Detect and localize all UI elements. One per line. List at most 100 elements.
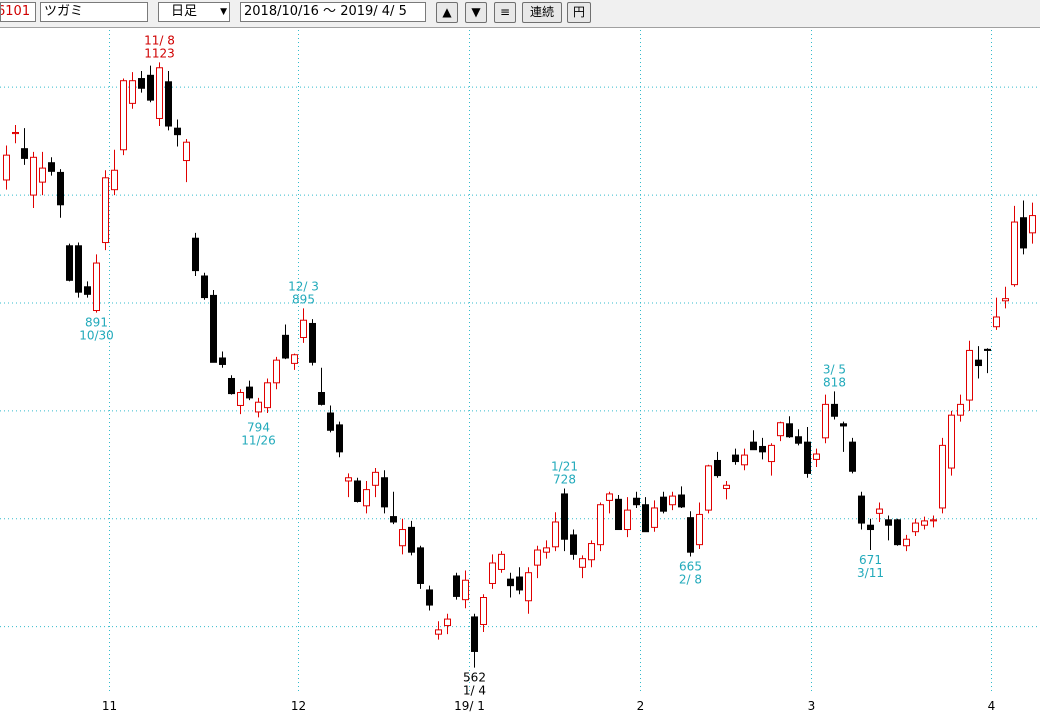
candle-body bbox=[993, 316, 1000, 328]
candle-body bbox=[75, 245, 82, 293]
code-input[interactable]: 6101 bbox=[0, 2, 36, 22]
candle-body bbox=[588, 543, 595, 561]
candle-body bbox=[516, 576, 523, 591]
candle-body bbox=[426, 589, 433, 606]
menu-button[interactable]: ≡ bbox=[494, 2, 516, 23]
candle-body bbox=[903, 538, 910, 547]
candle-body bbox=[390, 516, 397, 523]
candle-body bbox=[12, 131, 19, 135]
candle-body bbox=[777, 422, 784, 437]
candle-body bbox=[534, 549, 541, 566]
candle-body bbox=[795, 436, 802, 444]
candle-body bbox=[732, 454, 739, 463]
candle-body bbox=[399, 529, 406, 547]
candle-body bbox=[750, 441, 757, 451]
candle-body bbox=[975, 359, 982, 367]
candle-body bbox=[39, 167, 46, 183]
candle-body bbox=[678, 494, 685, 508]
period-select[interactable]: 日足 ▼ bbox=[158, 2, 230, 22]
annotation-date: 11/26 bbox=[241, 433, 276, 447]
x-tick-label: 3 bbox=[808, 699, 816, 713]
candle-body bbox=[228, 377, 235, 395]
candle-body bbox=[552, 521, 559, 548]
candle-body bbox=[120, 80, 127, 151]
dropdown-arrow: ▼ bbox=[220, 7, 227, 17]
range-field: 2018/10/16 ～ 2019/ 4/ 5 bbox=[240, 2, 426, 22]
toolbar: 6101 ツガミ 日足 ▼ 2018/10/16 ～ 2019/ 4/ 5 ▲ ▼… bbox=[0, 0, 1040, 28]
candle-body bbox=[561, 493, 568, 540]
candle-body bbox=[129, 80, 136, 104]
candle-body bbox=[210, 294, 217, 363]
continuous-button[interactable]: 連続 bbox=[522, 2, 562, 23]
annotation-value: 891 bbox=[85, 316, 108, 330]
candle-body bbox=[1029, 215, 1036, 234]
candle-body bbox=[498, 553, 505, 570]
candle-body bbox=[597, 504, 604, 546]
candle-body bbox=[165, 81, 172, 127]
x-tick-label: 4 bbox=[988, 699, 996, 713]
candle-body bbox=[642, 504, 649, 533]
annotation-date: 1/ 4 bbox=[463, 684, 486, 698]
candle-body bbox=[1002, 298, 1009, 302]
candle-body bbox=[489, 562, 496, 584]
candle-body bbox=[948, 414, 955, 469]
candle-body bbox=[1011, 221, 1018, 286]
candle-body bbox=[255, 401, 262, 413]
yen-button[interactable]: 円 bbox=[567, 2, 591, 23]
candle-body bbox=[723, 484, 730, 490]
candle-body bbox=[912, 522, 919, 533]
candle-body bbox=[66, 245, 73, 281]
annotation-date: 11/ 8 bbox=[144, 33, 175, 47]
candle-body bbox=[480, 597, 487, 625]
candle-body bbox=[525, 572, 532, 602]
candle-body bbox=[885, 519, 892, 526]
candle-body bbox=[579, 558, 586, 568]
annotation-value: 665 bbox=[679, 560, 702, 574]
candle-body bbox=[192, 237, 199, 272]
candle-body bbox=[669, 495, 676, 506]
candle-body bbox=[570, 534, 577, 555]
candle-body bbox=[300, 319, 307, 338]
candle-body bbox=[876, 508, 883, 514]
candle-body bbox=[660, 496, 667, 512]
up-button[interactable]: ▲ bbox=[436, 2, 458, 23]
candle-body bbox=[786, 423, 793, 438]
x-tick-label: 12 bbox=[291, 699, 306, 713]
annotation-value: 1123 bbox=[144, 46, 175, 60]
candle-body bbox=[336, 424, 343, 453]
down-button[interactable]: ▼ bbox=[465, 2, 487, 23]
name-input[interactable]: ツガミ bbox=[40, 2, 148, 22]
candle-body bbox=[957, 403, 964, 416]
candle-body bbox=[471, 616, 478, 652]
candle-body bbox=[687, 517, 694, 553]
candle-body bbox=[273, 359, 280, 384]
candle-body bbox=[3, 154, 10, 181]
candle-body bbox=[840, 423, 847, 427]
annotation-value: 818 bbox=[823, 375, 846, 389]
candle-body bbox=[453, 575, 460, 597]
annotation-date: 3/11 bbox=[857, 566, 884, 580]
x-tick-label: 19/ 1 bbox=[454, 699, 485, 713]
annotation-date: 1/21 bbox=[551, 460, 578, 474]
candle-body bbox=[759, 445, 766, 453]
candle-body bbox=[624, 509, 631, 531]
candle-body bbox=[183, 141, 190, 162]
candle-body bbox=[849, 441, 856, 472]
candle-body bbox=[345, 477, 352, 482]
candle-body bbox=[102, 177, 109, 244]
candle-body bbox=[93, 262, 100, 312]
candle-body bbox=[174, 127, 181, 136]
candle-body bbox=[264, 382, 271, 409]
candle-body bbox=[705, 465, 712, 511]
period-text: 日足 bbox=[171, 4, 198, 19]
candle-body bbox=[606, 493, 613, 501]
annotation-value: 728 bbox=[553, 473, 576, 487]
candle-body bbox=[408, 526, 415, 553]
candle-body bbox=[291, 354, 298, 364]
annotation-value: 794 bbox=[247, 420, 270, 434]
candle-body bbox=[921, 520, 928, 526]
candle-body bbox=[858, 495, 865, 524]
candle-body bbox=[138, 78, 145, 89]
candle-body bbox=[966, 349, 973, 401]
